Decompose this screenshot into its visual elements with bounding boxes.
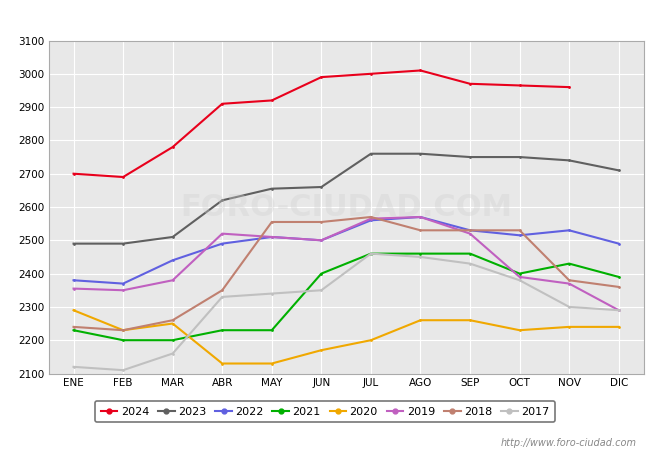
Legend: 2024, 2023, 2022, 2021, 2020, 2019, 2018, 2017: 2024, 2023, 2022, 2021, 2020, 2019, 2018… [95,401,555,422]
Text: Afiliados en Benahavis a 30/11/2024: Afiliados en Benahavis a 30/11/2024 [178,10,472,26]
Text: FORO-CIUDAD.COM: FORO-CIUDAD.COM [180,193,512,221]
Text: http://www.foro-ciudad.com: http://www.foro-ciudad.com [501,438,637,448]
